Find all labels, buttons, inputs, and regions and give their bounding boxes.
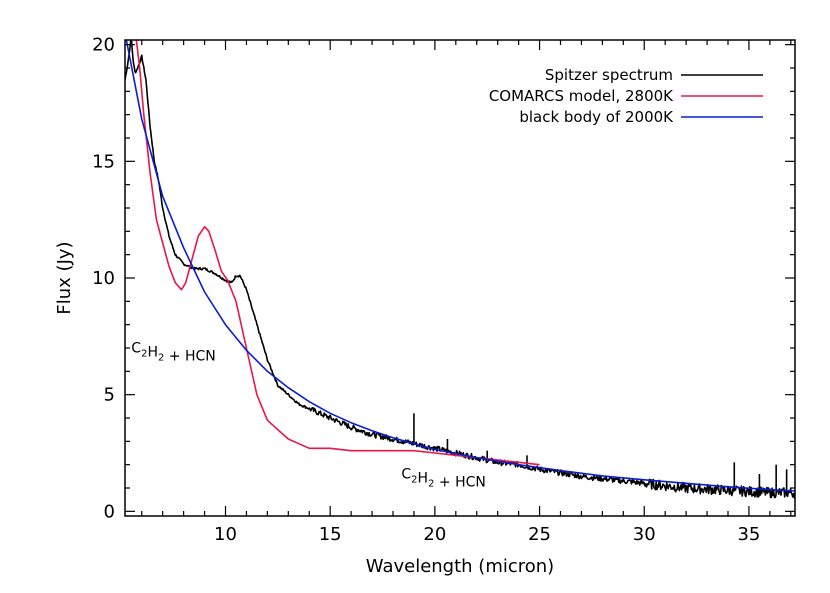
annotation-label-0: C2H2 + HCN: [131, 341, 215, 365]
legend: Spitzer spectrum COMARCS model, 2800K blac…: [489, 66, 763, 126]
y-tick-label: 15: [92, 151, 115, 172]
y-axis: 0 5 10 15 20: [92, 35, 795, 522]
x-tick-label: 35: [737, 524, 760, 545]
x-tick-label: 30: [633, 524, 656, 545]
y-tick-label: 0: [104, 501, 115, 522]
x-tick-label: 10: [214, 524, 237, 545]
y-tick-label: 10: [92, 268, 115, 289]
legend-label-1: COMARCS model, 2800K: [489, 87, 674, 105]
y-tick-label: 20: [92, 35, 115, 56]
series-line-0: [125, 40, 795, 499]
series-layer: [125, 40, 795, 499]
x-tick-label: 25: [528, 524, 551, 545]
series-line-1: [135, 40, 540, 466]
legend-label-0: Spitzer spectrum: [545, 66, 673, 84]
legend-label-2: black body of 2000K: [519, 108, 674, 126]
annotation-label-1: C2H2 + HCN: [401, 467, 485, 491]
plot-area: [124, 39, 796, 517]
x-axis: 10 15 20 25 30 35: [141, 40, 792, 545]
y-axis-label: Flux (Jy): [54, 241, 75, 314]
x-tick-label: 15: [319, 524, 342, 545]
annotations: C2H2 + HCN C2H2 + HCN: [131, 341, 486, 491]
series-line-2: [125, 40, 795, 492]
y-tick-label: 5: [104, 385, 115, 406]
x-tick-label: 20: [423, 524, 446, 545]
x-axis-label: Wavelength (micron): [366, 556, 554, 577]
